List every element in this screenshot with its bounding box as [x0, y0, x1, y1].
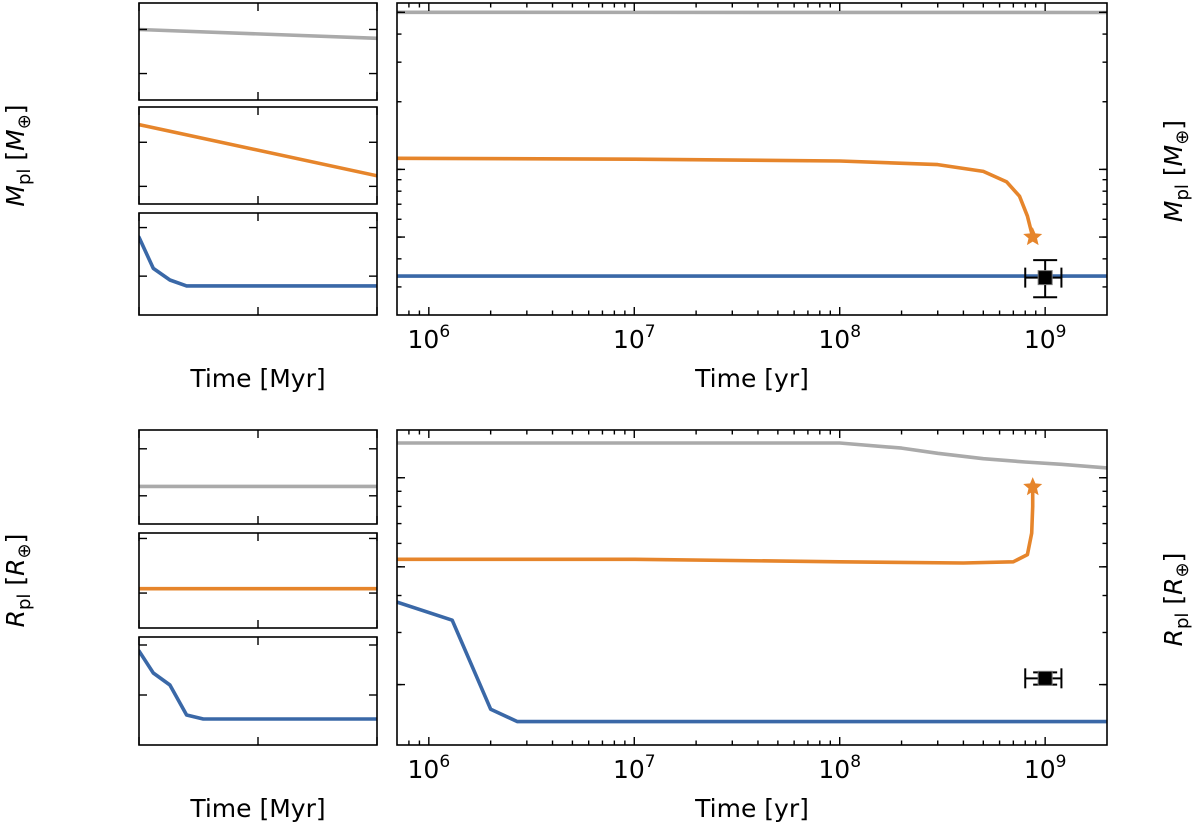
- x-axis-label: Time [Myr]: [189, 794, 325, 823]
- x-tick-label: 108: [818, 752, 861, 784]
- mass-main-axes: 106 107 108 109 Time [yr] Mpl [M⊕]: [396, 2, 1193, 393]
- mass-small-bot-axes: Time [Myr]: [138, 212, 378, 393]
- axes-frame: [138, 212, 378, 316]
- orange-series-line: [139, 122, 377, 178]
- x-tick-label: 108: [818, 322, 861, 354]
- radius-small-bot-axes: Time [Myr]: [138, 636, 378, 823]
- axes-frame: [138, 2, 378, 101]
- x-tick-label: 109: [1024, 752, 1067, 784]
- axes-frame: [138, 532, 378, 629]
- mass-small-mid-axes: Mpl [M⊕]: [1, 104, 378, 207]
- y-axis-label: Mpl [M⊕]: [1159, 120, 1193, 222]
- gray-series-line: [397, 441, 1107, 470]
- blue-series-line: [397, 600, 1107, 724]
- x-tick-label: 109: [1024, 322, 1067, 354]
- x-tick-label: 107: [613, 322, 656, 354]
- x-tick-label: 106: [408, 322, 451, 354]
- gray-series-line: [139, 27, 377, 41]
- x-axis-label: Time [Myr]: [189, 364, 325, 393]
- y-axis-label: Mpl [M⊕]: [1, 104, 35, 206]
- observation-marker: [1037, 270, 1053, 286]
- x-tick-label: 106: [408, 752, 451, 784]
- star-marker: [1023, 477, 1043, 496]
- blue-series-line: [139, 235, 377, 288]
- axes-frame: [396, 2, 1108, 316]
- y-axis-label: Rpl [R⊕]: [1159, 553, 1193, 647]
- x-axis-label: Time [yr]: [694, 794, 809, 823]
- y-axis-label: Rpl [R⊕]: [1, 534, 35, 628]
- radius-main-axes: 106 107 108 109 Time [yr] Rpl [R⊕]: [396, 429, 1193, 823]
- axes-frame: [396, 429, 1108, 746]
- radius-small-top-axes: [138, 429, 378, 525]
- radius-small-mid-axes: Rpl [R⊕]: [1, 532, 378, 629]
- blue-series-line: [139, 649, 377, 721]
- x-tick-label: 107: [613, 752, 656, 784]
- observation-point: [1024, 668, 1063, 689]
- observation-point: [1024, 259, 1063, 299]
- star-marker: [1023, 227, 1043, 246]
- axes-frame: [138, 106, 378, 205]
- observation-marker: [1037, 670, 1053, 686]
- orange-series-line: [397, 156, 1035, 239]
- axes-frame: [138, 429, 378, 525]
- x-axis-label: Time [yr]: [694, 364, 809, 393]
- orange-series-line: [397, 485, 1035, 565]
- mass-small-top-axes: [138, 2, 378, 101]
